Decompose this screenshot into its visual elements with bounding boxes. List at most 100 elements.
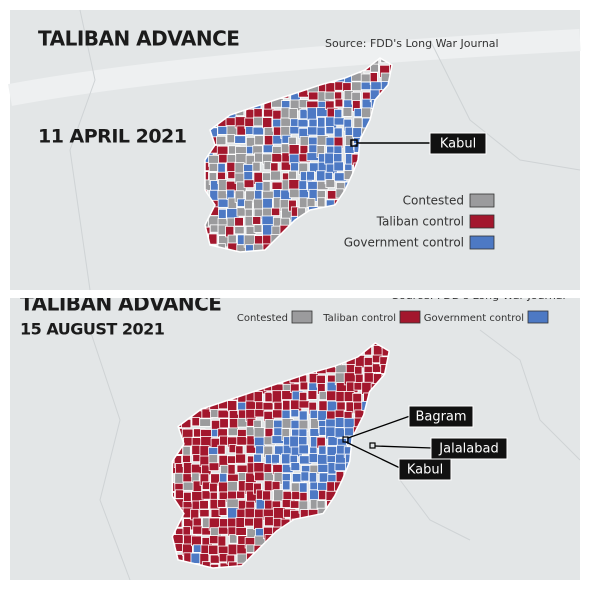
legend-swatch xyxy=(469,193,495,208)
district xyxy=(317,197,326,208)
district xyxy=(299,381,309,391)
district xyxy=(282,480,291,491)
district xyxy=(281,453,291,465)
district xyxy=(262,402,274,411)
district xyxy=(252,126,265,136)
district xyxy=(298,482,308,493)
legend-swatch xyxy=(527,310,549,324)
district xyxy=(262,490,271,501)
district xyxy=(354,365,363,376)
legend-swatch xyxy=(469,235,495,250)
district xyxy=(199,500,209,510)
district xyxy=(183,462,193,476)
district xyxy=(272,517,282,528)
district xyxy=(289,500,300,509)
district xyxy=(208,162,219,172)
district xyxy=(218,507,228,516)
district xyxy=(253,517,264,530)
district xyxy=(318,489,327,501)
legend-label: Contested xyxy=(403,194,464,208)
district xyxy=(235,517,245,529)
place-label-box xyxy=(429,132,487,155)
district xyxy=(216,135,227,146)
district xyxy=(271,390,283,404)
district xyxy=(299,492,308,503)
place-label: Kabul xyxy=(440,137,476,152)
district xyxy=(217,444,226,455)
district xyxy=(252,161,261,172)
district xyxy=(324,91,335,101)
district xyxy=(208,544,219,555)
district xyxy=(342,107,353,117)
district xyxy=(253,391,263,403)
district xyxy=(297,119,309,128)
district xyxy=(255,445,264,455)
date: 15 AUGUST 2021 xyxy=(20,320,165,339)
place-label-box xyxy=(398,458,452,481)
district xyxy=(210,180,219,191)
district xyxy=(298,400,310,409)
district xyxy=(290,462,301,471)
callout-line xyxy=(345,441,401,469)
legend-label: Government control xyxy=(344,236,464,250)
district xyxy=(225,117,236,127)
district xyxy=(360,73,371,83)
district xyxy=(244,199,253,210)
district xyxy=(217,499,227,508)
district xyxy=(252,216,262,225)
title: TALIBAN ADVANCE xyxy=(20,292,221,316)
district xyxy=(326,390,337,402)
district xyxy=(209,482,218,493)
district xyxy=(333,117,345,126)
district xyxy=(208,462,220,472)
terrain-line xyxy=(69,9,581,291)
district xyxy=(289,125,301,135)
district xyxy=(344,145,355,154)
district xyxy=(352,392,362,403)
place-label-box xyxy=(408,405,474,428)
district xyxy=(191,417,201,427)
district xyxy=(308,453,319,463)
legend-label: Government control xyxy=(424,313,524,324)
haze xyxy=(8,29,581,106)
district xyxy=(236,490,246,499)
terrain-line xyxy=(89,329,580,580)
district xyxy=(361,107,372,119)
source: Source: FDD's Long War Journal xyxy=(325,37,499,50)
district xyxy=(218,179,228,193)
district xyxy=(344,427,355,437)
district xyxy=(288,108,298,120)
district xyxy=(290,162,299,172)
callout-line xyxy=(347,415,411,439)
district xyxy=(199,509,210,518)
district xyxy=(344,126,354,137)
legend-swatch xyxy=(469,214,495,229)
district xyxy=(351,81,363,92)
district xyxy=(254,408,266,418)
district xyxy=(261,215,275,227)
district xyxy=(318,426,327,436)
district xyxy=(334,427,346,438)
district xyxy=(226,498,240,510)
legend: Contested Taliban control Government contr… xyxy=(344,193,495,250)
district xyxy=(325,126,335,135)
legend-label: Contested xyxy=(237,313,288,324)
legend-label: Taliban control xyxy=(322,313,396,324)
district xyxy=(174,489,184,499)
district xyxy=(227,427,239,437)
district xyxy=(234,217,244,227)
district xyxy=(235,453,247,464)
title: TALIBAN ADVANCE xyxy=(38,27,239,51)
district xyxy=(191,535,202,547)
district xyxy=(333,161,344,172)
district xyxy=(325,179,336,188)
district xyxy=(229,534,238,544)
district xyxy=(307,390,318,400)
place-label: Bagram xyxy=(415,410,466,425)
district xyxy=(226,134,236,144)
legend-label: Taliban control xyxy=(376,215,464,229)
legend: Contested Taliban control Government contr… xyxy=(237,310,549,324)
district xyxy=(317,482,329,491)
district xyxy=(227,400,238,412)
